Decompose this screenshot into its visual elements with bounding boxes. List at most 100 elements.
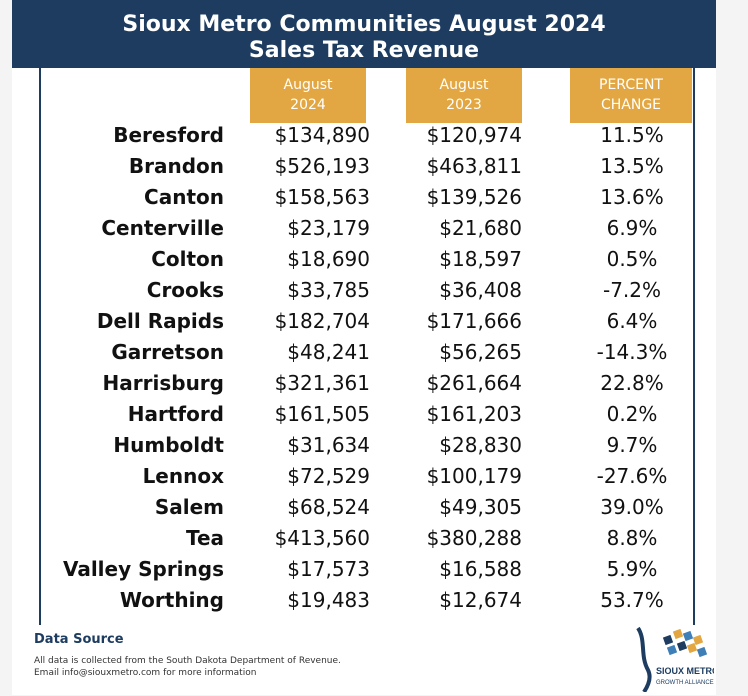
column-header-percent-change: PERCENT CHANGE <box>570 68 692 123</box>
logo-subtitle: GROWTH ALLIANCE <box>656 680 714 686</box>
revenue-aug-2024: $48,241 <box>287 340 370 364</box>
community-name: Lennox <box>142 464 224 488</box>
revenue-aug-2023: $380,288 <box>426 526 522 550</box>
table-row: Crooks $33,785 $36,408 -7.2% <box>12 274 716 305</box>
revenue-aug-2024: $33,785 <box>287 278 370 302</box>
percent-change: -27.6% <box>596 464 668 488</box>
table-border-right <box>693 68 695 625</box>
table-row: Colton $18,690 $18,597 0.5% <box>12 243 716 274</box>
revenue-aug-2023: $261,664 <box>426 371 522 395</box>
revenue-aug-2023: $28,830 <box>439 433 522 457</box>
table-row: Humboldt $31,634 $28,830 9.7% <box>12 429 716 460</box>
table-row: Valley Springs $17,573 $16,588 5.9% <box>12 553 716 584</box>
table-row: Brandon $526,193 $463,811 13.5% <box>12 150 716 181</box>
percent-change: 22.8% <box>600 371 664 395</box>
revenue-aug-2024: $158,563 <box>274 185 370 209</box>
report-card: Sioux Metro Communities August 2024 Sale… <box>12 0 719 695</box>
revenue-aug-2023: $21,680 <box>439 216 522 240</box>
percent-change: 0.2% <box>606 402 658 426</box>
community-name: Humboldt <box>113 433 224 457</box>
percent-change: 5.9% <box>606 557 658 581</box>
revenue-aug-2023: $36,408 <box>439 278 522 302</box>
table-row: Garretson $48,241 $56,265 -14.3% <box>12 336 716 367</box>
community-name: Hartford <box>127 402 224 426</box>
column-header-percent-line1: PERCENT <box>599 77 663 93</box>
sioux-metro-logo: SIOUX METRO GROWTH ALLIANCE <box>634 626 719 694</box>
revenue-aug-2024: $182,704 <box>274 309 370 333</box>
revenue-aug-2024: $19,483 <box>287 588 370 612</box>
community-name: Dell Rapids <box>96 309 224 333</box>
community-name: Valley Springs <box>62 557 224 581</box>
revenue-aug-2023: $16,588 <box>439 557 522 581</box>
percent-change: 6.9% <box>606 216 658 240</box>
revenue-aug-2024: $68,524 <box>287 495 370 519</box>
title-line-2: Sales Tax Revenue <box>248 38 480 63</box>
sioux-metro-logo-icon: SIOUX METRO GROWTH ALLIANCE <box>636 626 719 694</box>
data-source-note: All data is collected from the South Dak… <box>34 656 341 666</box>
title-banner: Sioux Metro Communities August 2024 Sale… <box>12 0 716 68</box>
logo-name: SIOUX METRO <box>656 666 714 676</box>
data-source-heading: Data Source <box>34 632 124 647</box>
revenue-aug-2023: $18,597 <box>439 247 522 271</box>
revenue-aug-2023: $120,974 <box>426 123 522 147</box>
contact-note: Email info@siouxmetro.com for more infor… <box>34 668 257 678</box>
revenue-aug-2023: $161,203 <box>426 402 522 426</box>
column-header-percent-line2: CHANGE <box>600 97 662 113</box>
table-row: Tea $413,560 $380,288 8.8% <box>12 522 716 553</box>
revenue-aug-2024: $526,193 <box>274 154 370 178</box>
column-header-aug-2023-line1: August <box>439 77 489 93</box>
revenue-aug-2023: $463,811 <box>426 154 522 178</box>
percent-change: 39.0% <box>600 495 664 519</box>
table-row: Harrisburg $321,361 $261,664 22.8% <box>12 367 716 398</box>
revenue-aug-2024: $161,505 <box>274 402 370 426</box>
table-border-left <box>39 68 41 625</box>
community-name: Colton <box>151 247 224 271</box>
percent-change: 0.5% <box>606 247 658 271</box>
column-header-aug-2023-line2: 2023 <box>446 97 482 113</box>
revenue-aug-2024: $413,560 <box>274 526 370 550</box>
table-row: Lennox $72,529 $100,179 -27.6% <box>12 460 716 491</box>
column-header-aug-2024: August 2024 <box>250 68 366 123</box>
community-name: Harrisburg <box>102 371 224 395</box>
revenue-aug-2023: $49,305 <box>439 495 522 519</box>
percent-change: 11.5% <box>600 123 664 147</box>
revenue-aug-2023: $171,666 <box>426 309 522 333</box>
table-row: Worthing $19,483 $12,674 53.7% <box>12 584 716 615</box>
community-name: Canton <box>144 185 224 209</box>
community-name: Brandon <box>128 154 224 178</box>
revenue-aug-2024: $72,529 <box>287 464 370 488</box>
community-name: Garretson <box>111 340 224 364</box>
percent-change: -7.2% <box>602 278 662 302</box>
table-row: Canton $158,563 $139,526 13.6% <box>12 181 716 212</box>
percent-change: 13.5% <box>600 154 664 178</box>
percent-change: 53.7% <box>600 588 664 612</box>
column-header-aug-2024-line2: 2024 <box>290 97 326 113</box>
percent-change: 8.8% <box>606 526 658 550</box>
revenue-aug-2024: $134,890 <box>274 123 370 147</box>
revenue-aug-2024: $321,361 <box>274 371 370 395</box>
percent-change: 6.4% <box>606 309 658 333</box>
table-row: Centerville $23,179 $21,680 6.9% <box>12 212 716 243</box>
community-name: Beresford <box>113 123 224 147</box>
community-name: Centerville <box>101 216 224 240</box>
title-line-1: Sioux Metro Communities August 2024 <box>122 12 606 37</box>
column-header-aug-2024-line1: August <box>283 77 333 93</box>
table-row: Hartford $161,505 $161,203 0.2% <box>12 398 716 429</box>
community-name: Worthing <box>119 588 224 612</box>
community-name: Tea <box>185 526 224 550</box>
revenue-aug-2024: $31,634 <box>287 433 370 457</box>
revenue-aug-2023: $12,674 <box>439 588 522 612</box>
percent-change: 9.7% <box>606 433 658 457</box>
column-header-aug-2023: August 2023 <box>406 68 522 123</box>
community-name: Crooks <box>146 278 224 302</box>
revenue-aug-2023: $56,265 <box>439 340 522 364</box>
table-row: Salem $68,524 $49,305 39.0% <box>12 491 716 522</box>
table-row: Beresford $134,890 $120,974 11.5% <box>12 119 716 150</box>
revenue-aug-2023: $139,526 <box>426 185 522 209</box>
percent-change: -14.3% <box>596 340 668 364</box>
revenue-aug-2024: $17,573 <box>287 557 370 581</box>
table-row: Dell Rapids $182,704 $171,666 6.4% <box>12 305 716 336</box>
community-name: Salem <box>154 495 224 519</box>
revenue-aug-2024: $18,690 <box>287 247 370 271</box>
revenue-aug-2024: $23,179 <box>287 216 370 240</box>
